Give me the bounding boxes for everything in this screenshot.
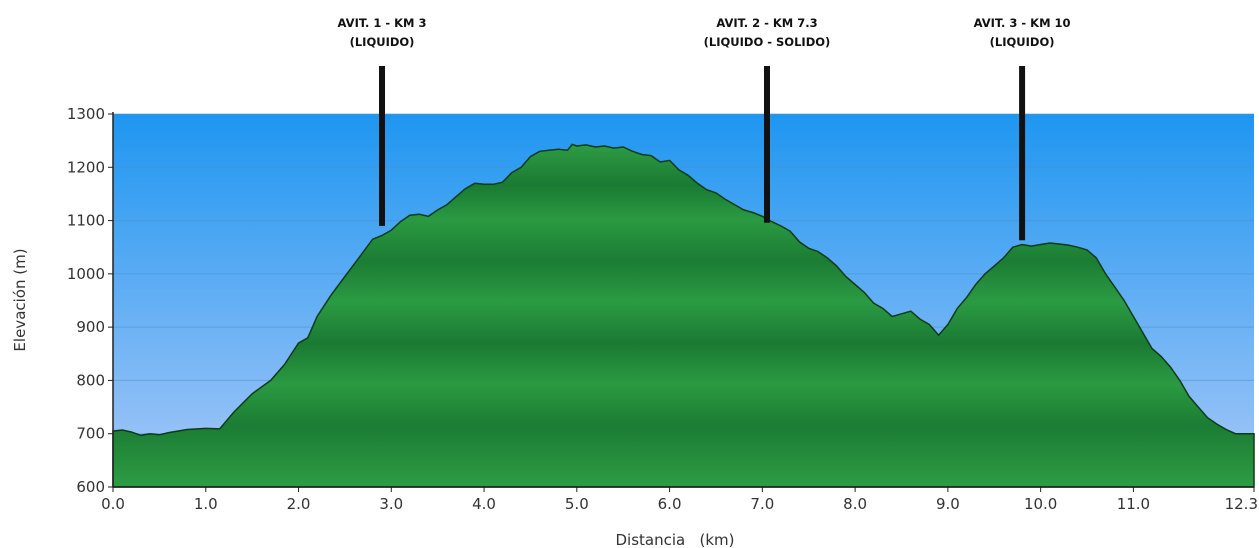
axes: 600 700 800 900 1000 1100 1200 1300 0.0 1.0 2.0 3.0…	[67, 105, 1258, 513]
aid-station-pole	[379, 66, 386, 226]
aid-station-sublabel: (LIQUIDO - SOLIDO)	[704, 35, 831, 49]
aid-station-marker: AVIT. 1 - KM 3 (LIQUIDO)	[338, 16, 427, 226]
x-tick-label: 1.0	[194, 495, 218, 513]
x-tick-label: 6.0	[658, 495, 682, 513]
x-tick-label: 9.0	[936, 495, 960, 513]
x-tick-label: 5.0	[565, 495, 589, 513]
y-tick-label: 600	[76, 478, 105, 496]
y-tick-label: 700	[76, 425, 105, 443]
y-tick-label: 900	[76, 318, 105, 336]
aid-station-pole	[763, 66, 770, 223]
aid-station-sublabel: (LIQUIDO)	[990, 35, 1055, 49]
y-axis-title: Elevación (m)	[11, 248, 29, 351]
x-tick-label: 0.0	[101, 495, 125, 513]
x-tick-label: 12.3	[1225, 495, 1258, 513]
y-tick-label: 1300	[67, 105, 105, 123]
x-tick-label: 2.0	[287, 495, 311, 513]
aid-station-marker: AVIT. 2 - KM 7.3 (LIQUIDO - SOLIDO)	[704, 16, 831, 223]
y-tick-label: 1100	[67, 212, 105, 230]
x-tick-label: 4.0	[472, 495, 496, 513]
x-axis-title: Distancia (km)	[615, 531, 734, 548]
x-tick-label: 3.0	[379, 495, 403, 513]
elevation-area	[112, 143, 1255, 488]
y-tick-label: 1200	[67, 158, 105, 176]
aid-station-sublabel: (LIQUIDO)	[350, 35, 415, 49]
aid-station-marker: AVIT. 3 - KM 10 (LIQUIDO)	[974, 16, 1071, 241]
annotations: AVIT. 1 - KM 3 (LIQUIDO) AVIT. 2 - KM 7.3 (…	[338, 16, 1071, 241]
aid-station-label: AVIT. 1 - KM 3	[338, 16, 427, 30]
aid-station-label: AVIT. 3 - KM 10	[974, 16, 1071, 30]
y-tick-label: 1000	[67, 265, 105, 283]
aid-station-pole	[1019, 66, 1026, 241]
x-tick-label: 11.0	[1117, 495, 1150, 513]
x-tick-label: 8.0	[843, 495, 867, 513]
y-tick-label: 800	[76, 371, 105, 389]
x-tick-label: 10.0	[1024, 495, 1057, 513]
aid-station-label: AVIT. 2 - KM 7.3	[716, 16, 817, 30]
x-tick-label: 7.0	[750, 495, 774, 513]
